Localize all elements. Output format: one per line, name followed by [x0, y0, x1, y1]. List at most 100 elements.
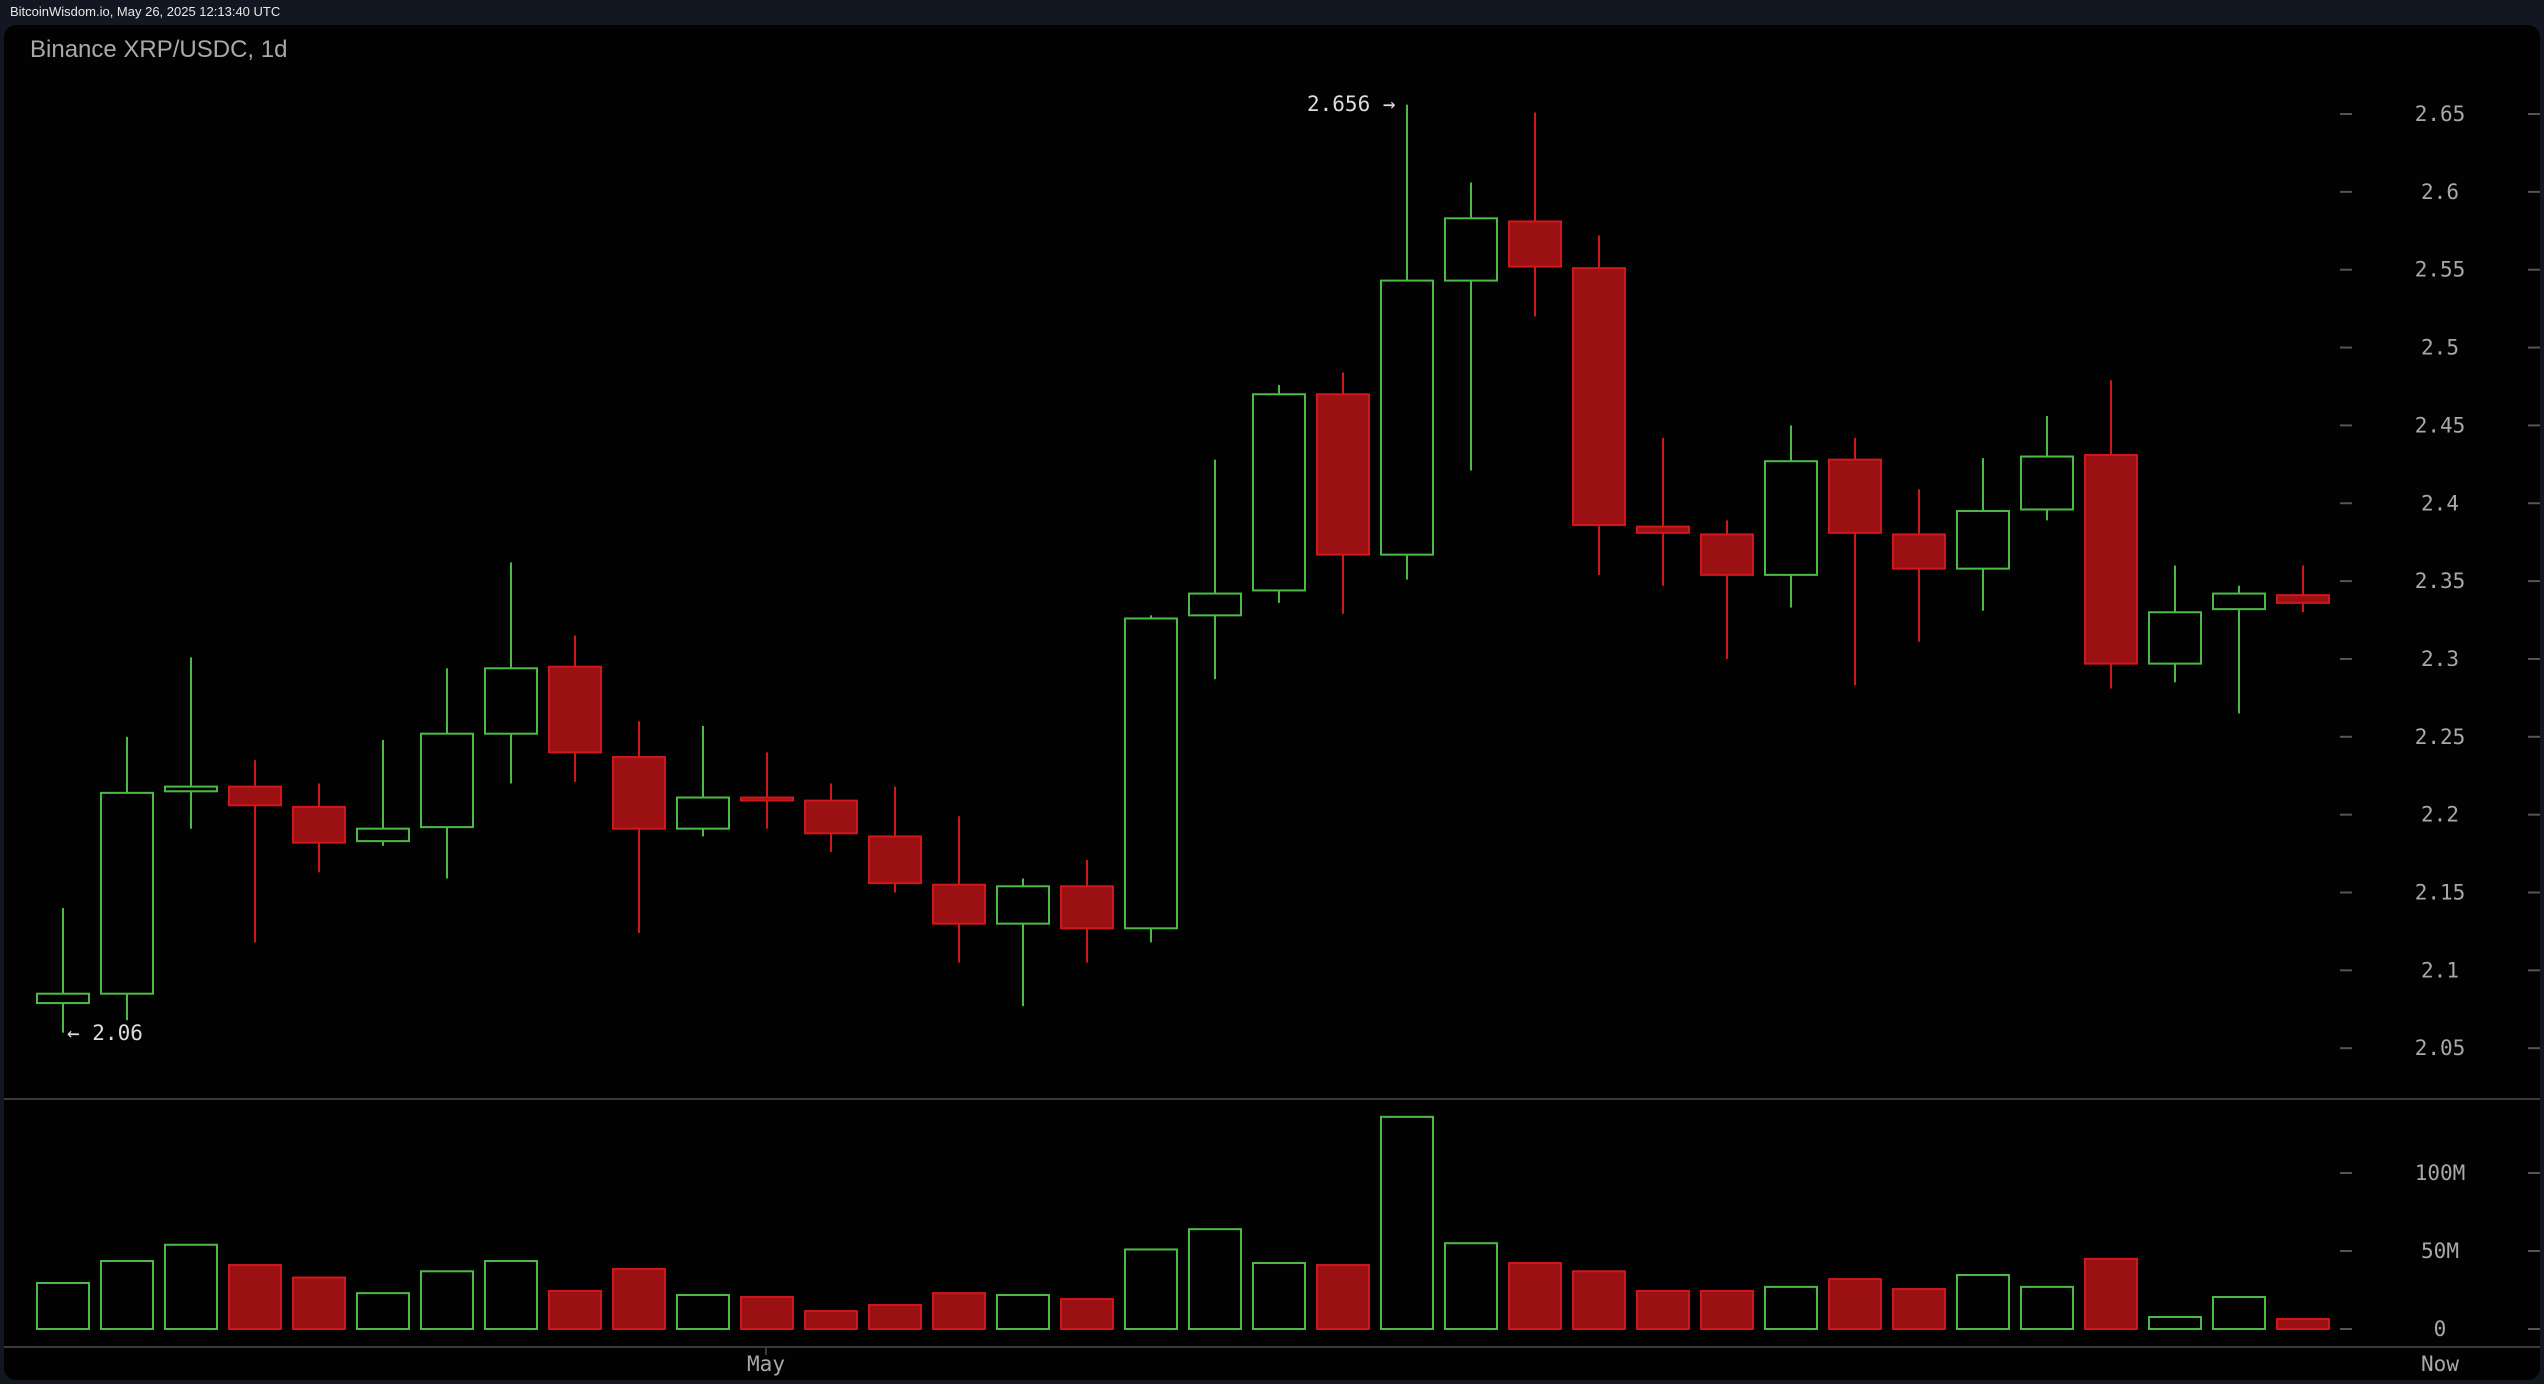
price-tick-label: 2.4	[2421, 491, 2459, 515]
candle[interactable]	[1188, 459, 1242, 680]
price-axis: 2.65 2.6 2.55 2.5 2.45 2.4 2.35 2.3 2.25 2.2 2.15 2…	[2340, 102, 2540, 1060]
volume-bar	[100, 1259, 154, 1331]
volume-bar	[1764, 1285, 1818, 1331]
volume-bar	[1188, 1228, 1242, 1331]
candle[interactable]	[484, 562, 538, 784]
candle[interactable]	[1316, 372, 1370, 614]
volume-bar	[2276, 1318, 2330, 1330]
candle[interactable]	[2084, 380, 2138, 689]
candle[interactable]	[1252, 384, 1306, 603]
volume-bar	[164, 1243, 218, 1331]
price-tick-label: 2.5	[2421, 336, 2459, 360]
chart-panel[interactable]: 2.65 2.6 2.55 2.5 2.45 2.4 2.35 2.3 2.25 2.2 2.15 2…	[4, 25, 2540, 1380]
volume-bar	[1252, 1262, 1306, 1330]
candle[interactable]	[420, 668, 474, 879]
volume-bar	[676, 1293, 730, 1330]
price-tick-label: 2.6	[2421, 180, 2459, 204]
price-tick-label: 2.35	[2415, 569, 2466, 593]
volume-bar	[1508, 1262, 1562, 1330]
candle[interactable]	[2212, 585, 2266, 714]
volume-bar	[548, 1289, 602, 1331]
candle[interactable]	[36, 908, 90, 1033]
candle[interactable]	[100, 736, 154, 1021]
volume-bar	[1060, 1298, 1114, 1330]
candle[interactable]	[1700, 520, 1754, 659]
x-label-may: May	[747, 1352, 785, 1376]
price-tick-label: 2.55	[2415, 258, 2466, 282]
price-tick-label: 2.3	[2421, 647, 2459, 671]
chart-title: Binance XRP/USDC, 1d	[30, 36, 288, 63]
candle[interactable]	[164, 657, 218, 829]
candle[interactable]	[612, 721, 666, 933]
volume-tick-label: 0	[2434, 1317, 2447, 1341]
candle[interactable]	[1764, 425, 1818, 608]
volume-bar	[1636, 1289, 1690, 1331]
candle[interactable]	[804, 783, 858, 853]
volume-bar	[1124, 1248, 1178, 1330]
volume-bar	[36, 1281, 90, 1330]
price-tick-label: 2.15	[2415, 881, 2466, 905]
candles	[36, 104, 2330, 1033]
volume-bar	[2212, 1296, 2266, 1331]
volume-axis: 100M 50M 0	[2340, 1161, 2540, 1341]
candle[interactable]	[548, 635, 602, 782]
candle[interactable]	[1380, 104, 1434, 580]
candle[interactable]	[1636, 437, 1690, 586]
volume-bar	[1892, 1288, 1946, 1330]
high-marker: 2.656 →	[1307, 92, 1396, 116]
candle[interactable]	[1572, 235, 1626, 575]
candle[interactable]	[228, 760, 282, 943]
volume-bar	[1316, 1264, 1370, 1331]
volume-bar	[356, 1292, 410, 1330]
volume-bar	[612, 1267, 666, 1330]
low-marker: ← 2.06	[67, 1021, 143, 1045]
volume-bar	[1444, 1242, 1498, 1330]
volume-bar	[292, 1276, 346, 1331]
volume-bar	[228, 1264, 282, 1331]
volume-tick-label: 100M	[2415, 1161, 2466, 1185]
price-tick-label: 2.1	[2421, 958, 2459, 982]
candle[interactable]	[996, 878, 1050, 1007]
candle[interactable]	[2020, 416, 2074, 521]
candle[interactable]	[1444, 182, 1498, 471]
candle[interactable]	[740, 752, 794, 829]
candle[interactable]	[292, 783, 346, 873]
candle[interactable]	[2276, 565, 2330, 613]
volume-bar	[740, 1296, 794, 1331]
volume-bar	[484, 1259, 538, 1331]
candle[interactable]	[1956, 458, 2010, 611]
price-tick-label: 2.25	[2415, 725, 2466, 749]
volume-bar	[2148, 1315, 2202, 1331]
volume-bars	[36, 1115, 2330, 1331]
volume-bar	[1700, 1289, 1754, 1331]
volume-bar	[2020, 1285, 2074, 1331]
source-timestamp: BitcoinWisdom.io, May 26, 2025 12:13:40 …	[10, 4, 281, 19]
candle[interactable]	[932, 816, 986, 963]
volume-bar	[804, 1310, 858, 1331]
price-tick-label: 2.45	[2415, 413, 2466, 437]
candle[interactable]	[2148, 565, 2202, 683]
volume-tick-label: 50M	[2421, 1239, 2459, 1263]
price-tick-label: 2.05	[2415, 1036, 2466, 1060]
volume-bar	[1956, 1274, 2010, 1331]
price-tick-label: 2.65	[2415, 102, 2466, 126]
volume-bar	[868, 1303, 922, 1330]
volume-bar	[932, 1292, 986, 1330]
candle[interactable]	[1828, 437, 1882, 686]
x-label-now: Now	[2421, 1352, 2459, 1376]
volume-bar	[1572, 1270, 1626, 1331]
candle[interactable]	[1124, 615, 1178, 943]
candle[interactable]	[1060, 859, 1114, 963]
candle[interactable]	[1892, 489, 1946, 642]
candle[interactable]	[356, 739, 410, 846]
volume-bar	[2084, 1257, 2138, 1331]
volume-bar	[1828, 1278, 1882, 1330]
candle[interactable]	[868, 786, 922, 893]
candle[interactable]	[1508, 112, 1562, 317]
volume-bar	[420, 1270, 474, 1331]
price-tick-label: 2.2	[2421, 803, 2459, 827]
candlestick-chart[interactable]: 2.65 2.6 2.55 2.5 2.45 2.4 2.35 2.3 2.25 2.2 2.15 2…	[4, 25, 2540, 1380]
volume-bar	[1380, 1115, 1434, 1330]
candle[interactable]	[676, 725, 730, 837]
volume-bar	[996, 1293, 1050, 1330]
